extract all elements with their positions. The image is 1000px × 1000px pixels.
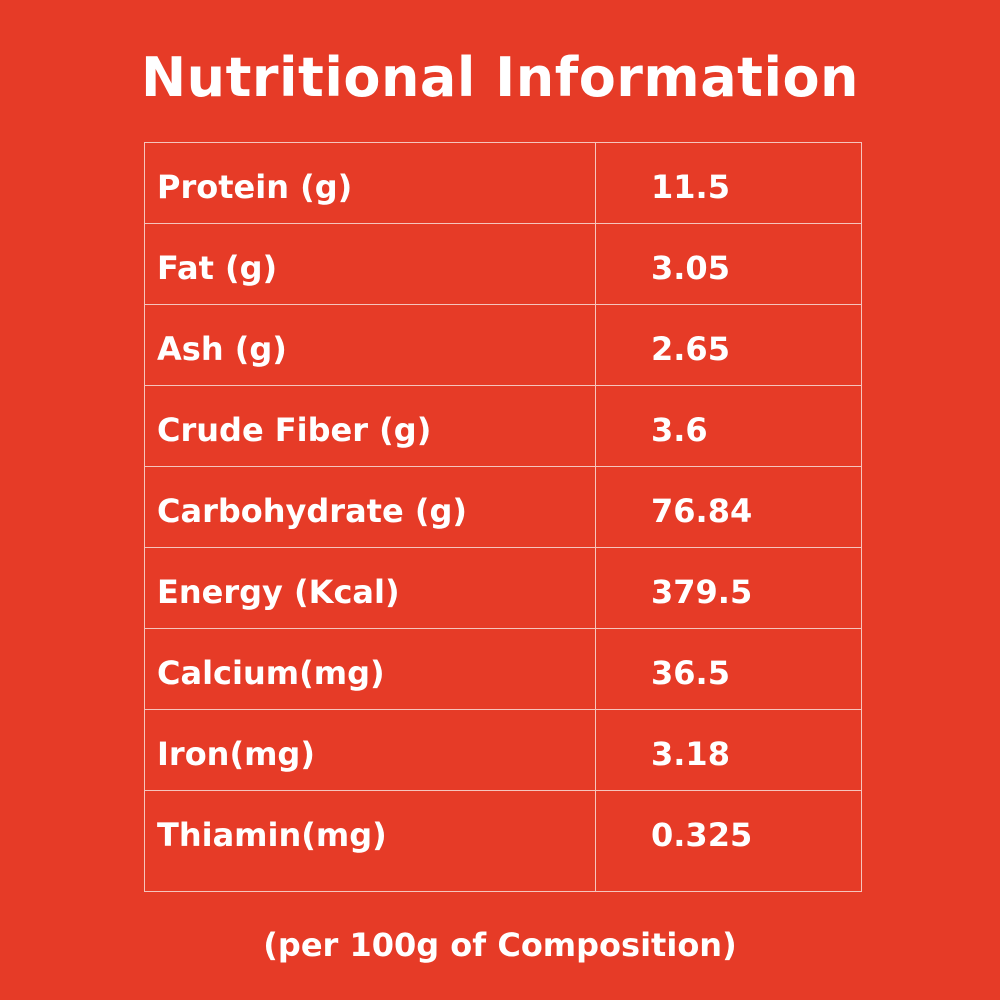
nutrient-label: Carbohydrate (g) — [157, 492, 467, 530]
nutrient-label: Protein (g) — [157, 168, 353, 206]
nutrient-value: 379.5 — [651, 573, 753, 611]
table-row: Energy (Kcal) 379.5 — [145, 548, 861, 629]
nutrient-label: Energy (Kcal) — [157, 573, 400, 611]
table-row: Ash (g) 2.65 — [145, 305, 861, 386]
nutrient-value: 2.65 — [651, 330, 730, 368]
nutrient-label: Thiamin(mg) — [157, 816, 387, 854]
nutrient-value: 3.05 — [651, 249, 730, 287]
table-row: Crude Fiber (g) 3.6 — [145, 386, 861, 467]
nutrient-label: Iron(mg) — [157, 735, 315, 773]
nutrient-label: Crude Fiber (g) — [157, 411, 432, 449]
nutrient-label: Ash (g) — [157, 330, 287, 368]
column-divider — [595, 143, 596, 891]
page-title: Nutritional Information — [140, 46, 860, 109]
nutrient-value: 11.5 — [651, 168, 730, 206]
nutrition-table: Protein (g) 11.5 Fat (g) 3.05 Ash (g) 2.… — [144, 142, 862, 892]
nutrient-value: 0.325 — [651, 816, 753, 854]
nutrient-value: 3.6 — [651, 411, 708, 449]
table-row: Carbohydrate (g) 76.84 — [145, 467, 861, 548]
nutrient-value: 3.18 — [651, 735, 730, 773]
table-row: Thiamin(mg) 0.325 — [145, 791, 861, 891]
nutrient-label: Calcium(mg) — [157, 654, 385, 692]
table-row: Protein (g) 11.5 — [145, 143, 861, 224]
nutrient-value: 36.5 — [651, 654, 730, 692]
table-row: Fat (g) 3.05 — [145, 224, 861, 305]
table-row: Iron(mg) 3.18 — [145, 710, 861, 791]
nutrient-value: 76.84 — [651, 492, 753, 530]
nutrient-label: Fat (g) — [157, 249, 278, 287]
table-row: Calcium(mg) 36.5 — [145, 629, 861, 710]
footnote: (per 100g of Composition) — [263, 926, 737, 964]
